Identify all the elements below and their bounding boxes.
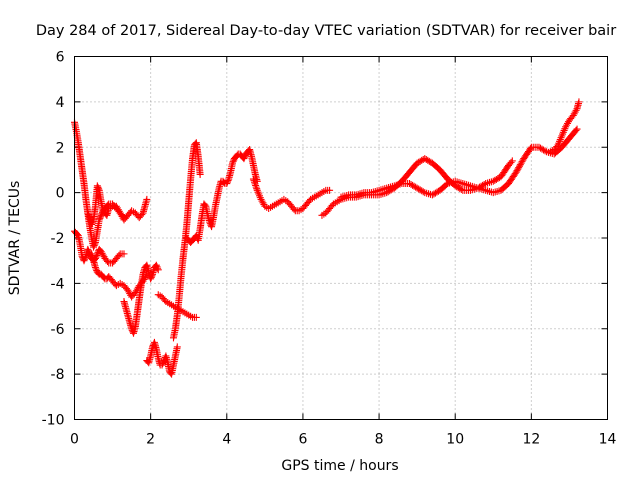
- y-tick-label: 2: [56, 140, 65, 156]
- data-point: [240, 155, 248, 163]
- data-point: [223, 180, 231, 188]
- data-point: [515, 164, 523, 172]
- data-point: [96, 214, 104, 222]
- data-point: [290, 205, 298, 213]
- data-point: [196, 170, 204, 178]
- data-point: [152, 261, 160, 269]
- y-tick-label: 6: [56, 50, 65, 66]
- data-point: [201, 201, 209, 209]
- data-point: [159, 360, 167, 368]
- data-point: [517, 159, 525, 167]
- data-point: [224, 177, 232, 185]
- y-tick-label: -8: [51, 367, 65, 383]
- data-point: [516, 161, 524, 169]
- data-point: [457, 185, 465, 193]
- data-point: [84, 209, 92, 217]
- data-point: [80, 257, 88, 265]
- data-point: [148, 272, 156, 280]
- data-point: [147, 273, 155, 281]
- data-point: [541, 147, 549, 155]
- x-tick-label: 14: [599, 432, 617, 448]
- data-point: [223, 178, 231, 186]
- data-point: [326, 186, 334, 194]
- data-point: [228, 159, 236, 167]
- x-tick-label: 0: [70, 432, 79, 448]
- y-tick-label: -10: [42, 413, 65, 429]
- y-tick-label: -2: [51, 231, 65, 247]
- x-tick-label: 10: [446, 432, 464, 448]
- data-point: [442, 181, 450, 189]
- data-point: [572, 106, 580, 114]
- data-point: [93, 182, 101, 190]
- data-point: [90, 243, 98, 251]
- data-point: [572, 126, 580, 134]
- data-point: [173, 343, 181, 351]
- data-point: [94, 183, 102, 191]
- data-point: [507, 158, 515, 166]
- plot-frame: [74, 56, 608, 420]
- data-point: [84, 247, 92, 255]
- data-point: [103, 257, 111, 265]
- data-point: [514, 165, 522, 173]
- chart-title: Day 284 of 2017, Sidereal Day-to-day VTE…: [36, 23, 616, 39]
- data-point: [92, 265, 100, 273]
- data-point: [88, 220, 96, 228]
- data-point: [147, 275, 155, 283]
- tick-layer: 0 2 4 6 8 10 12 14 -10 -8 -6 -4 -2 0 2 4 6: [42, 50, 617, 448]
- x-axis-label: GPS time / hours: [281, 458, 398, 474]
- data-point: [508, 157, 516, 165]
- data-point: [89, 217, 97, 225]
- data-point: [158, 361, 166, 369]
- data-point: [91, 240, 99, 248]
- data-point: [138, 211, 146, 219]
- data-point: [90, 242, 98, 250]
- data-points-layer: [71, 98, 583, 378]
- data-point: [95, 185, 103, 193]
- data-point: [91, 263, 99, 271]
- y-axis-label: SDTVAR / TECUs: [7, 181, 23, 296]
- data-point: [81, 254, 89, 262]
- data-point: [154, 264, 162, 272]
- data-point: [513, 167, 521, 175]
- data-point: [192, 313, 200, 321]
- data-point: [575, 98, 583, 106]
- data-point: [518, 158, 526, 166]
- data-point: [573, 125, 581, 133]
- data-point: [241, 153, 249, 161]
- x-tick-label: 6: [298, 432, 307, 448]
- x-tick-label: 4: [222, 432, 231, 448]
- data-point: [154, 266, 162, 274]
- x-tick-label: 8: [375, 432, 384, 448]
- y-tick-label: -4: [51, 276, 65, 292]
- y-tick-label: 0: [56, 186, 65, 202]
- data-point: [115, 251, 123, 259]
- y-tick-label: 4: [56, 95, 65, 111]
- data-point: [73, 231, 81, 239]
- data-point: [88, 219, 96, 227]
- data-point: [419, 188, 427, 196]
- data-point: [81, 255, 89, 263]
- data-point: [153, 263, 161, 271]
- data-point: [229, 158, 237, 166]
- data-point: [120, 250, 128, 258]
- data-point: [516, 162, 524, 170]
- data-point: [84, 245, 92, 253]
- x-tick-label: 12: [522, 432, 540, 448]
- x-tick-label: 2: [146, 432, 155, 448]
- data-point: [512, 168, 520, 176]
- grid-layer: [74, 56, 608, 420]
- data-point: [143, 195, 151, 203]
- y-tick-label: -6: [51, 322, 65, 338]
- data-point: [97, 213, 105, 221]
